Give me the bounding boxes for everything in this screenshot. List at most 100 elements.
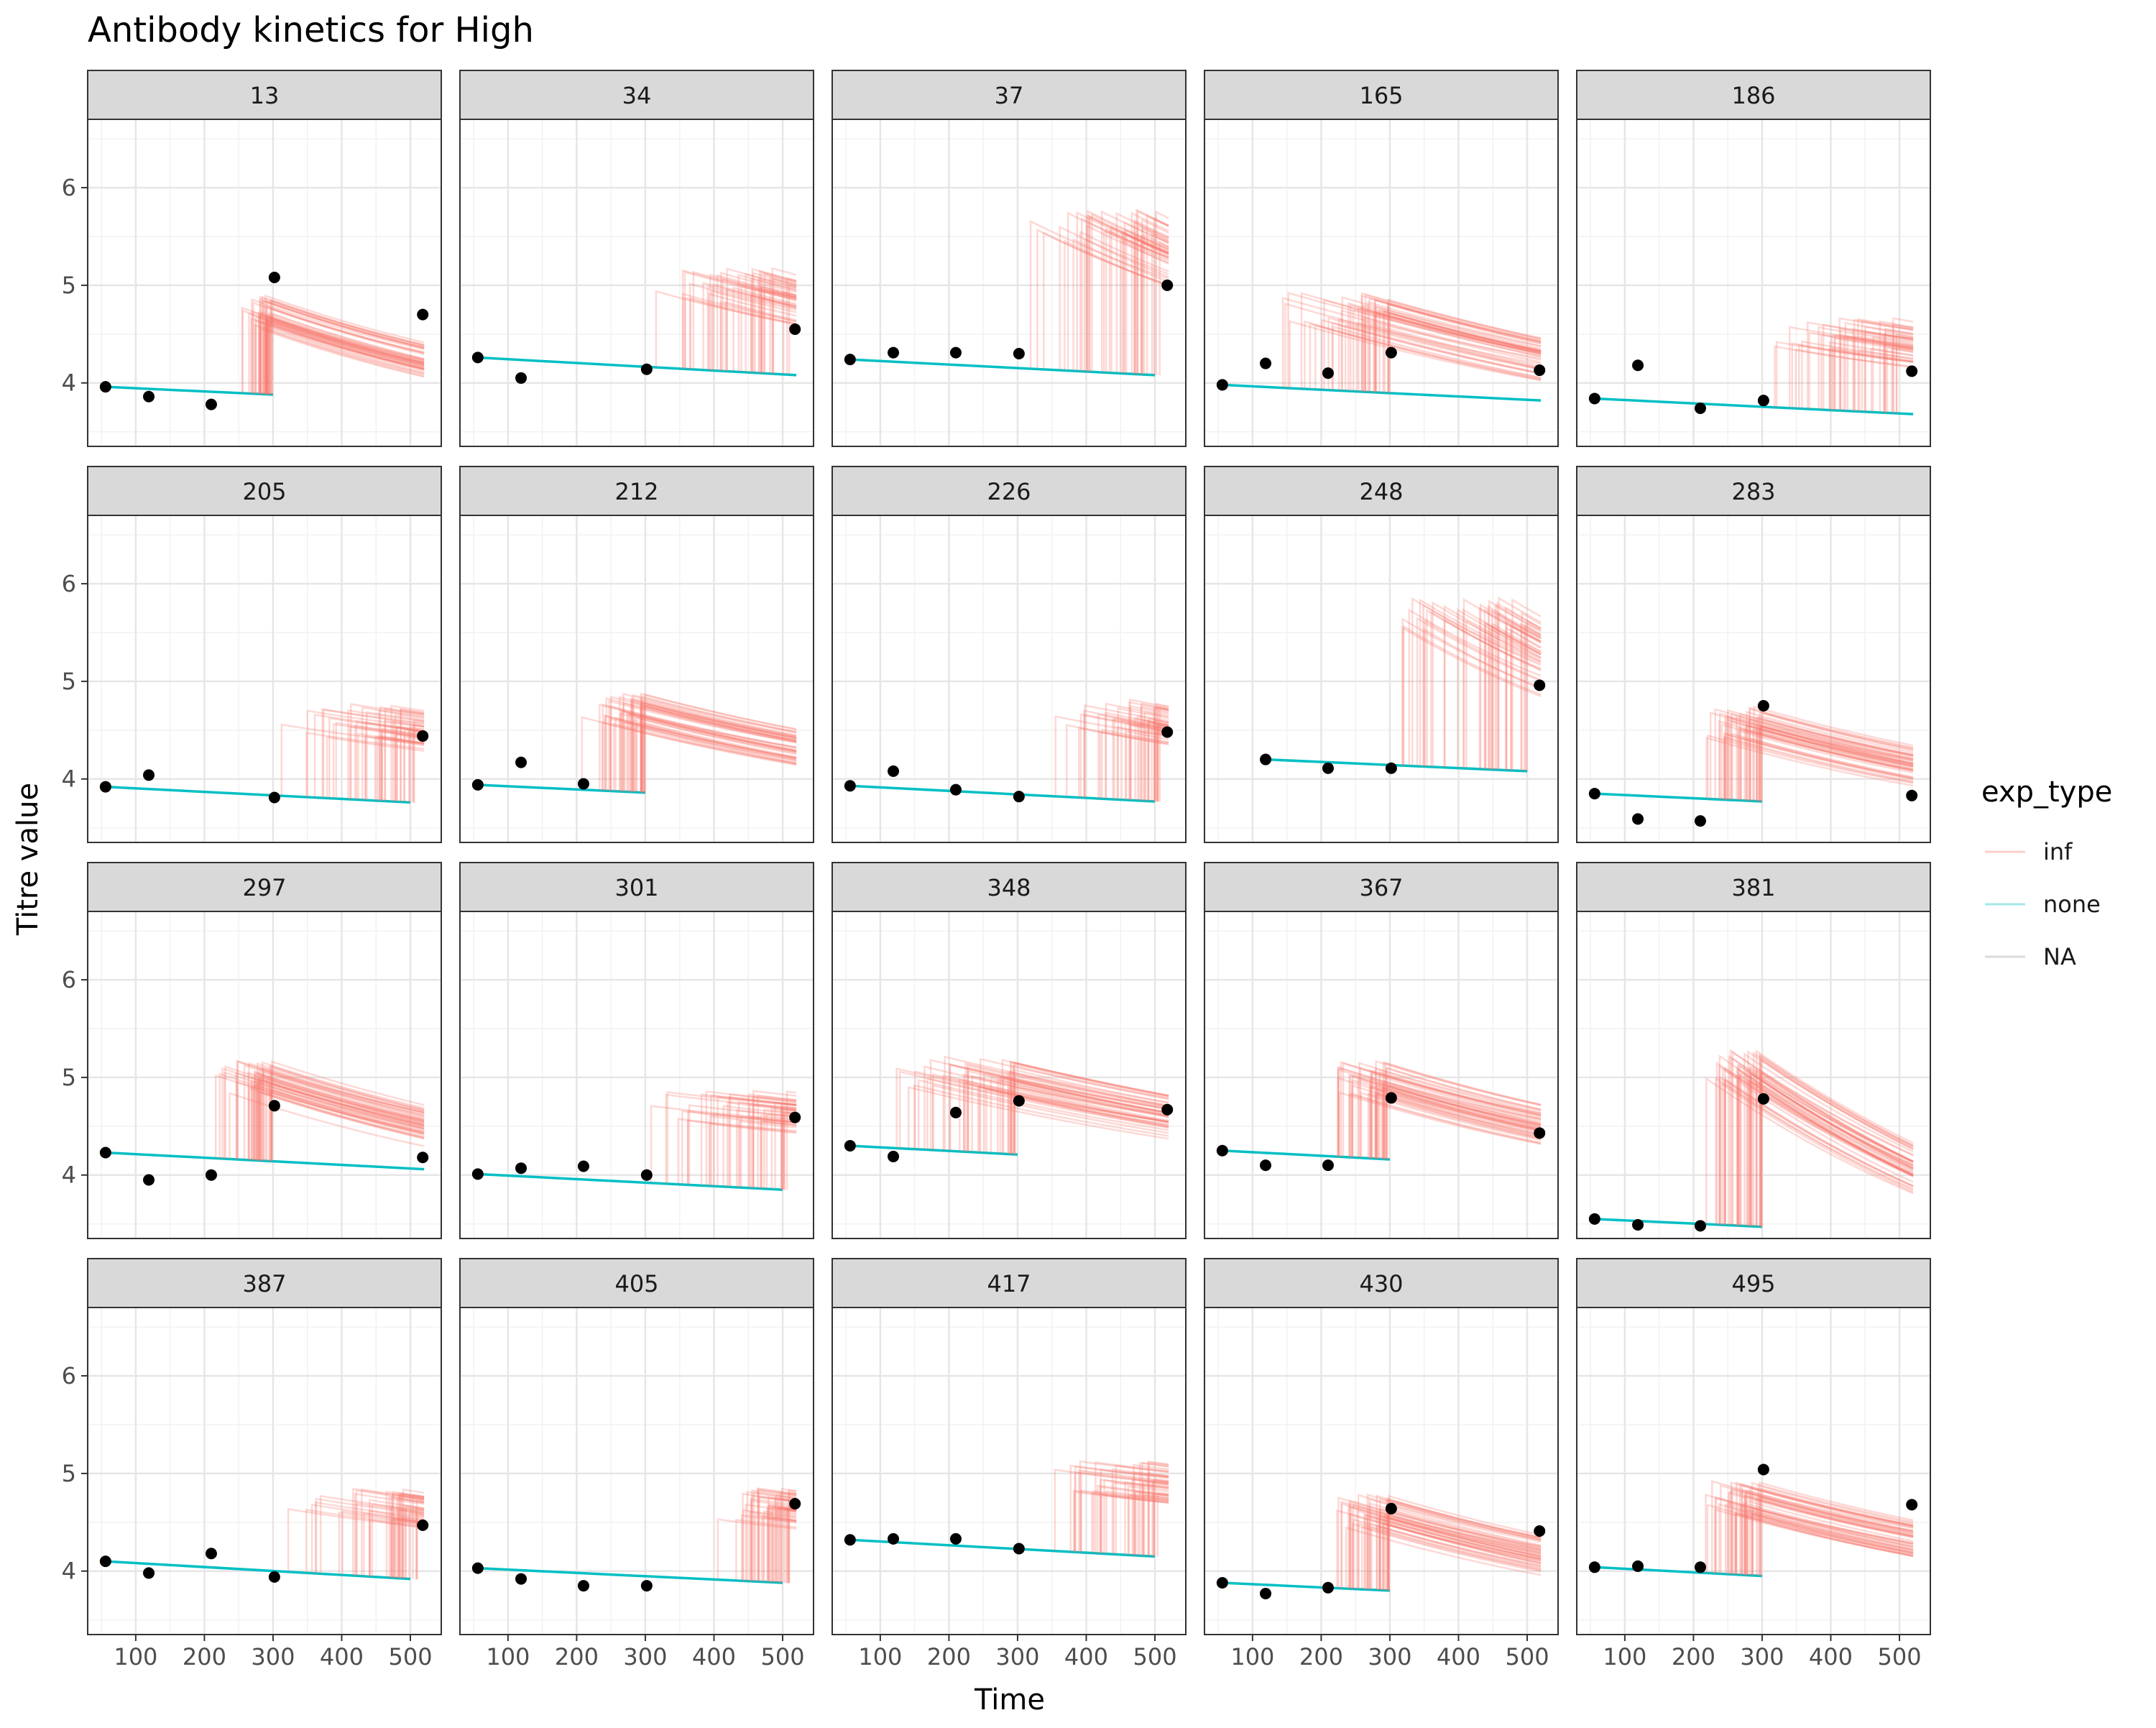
inf-trajectory [1759, 1053, 1914, 1227]
observed-point [789, 1111, 801, 1123]
inf-trajectory [1798, 344, 1914, 409]
inf-trajectory [629, 713, 797, 792]
x-tick-label: 200 [1299, 1643, 1343, 1670]
inf-trajectory [1368, 323, 1542, 392]
inf-trajectory [1853, 334, 1914, 412]
inf-trajectory [1755, 716, 1914, 801]
inf-trajectory [1376, 1494, 1542, 1590]
inf-trajectory [1153, 706, 1169, 801]
panel-strip-label: 348 [987, 874, 1031, 901]
y-tick-label: 5 [62, 272, 76, 299]
inf-trajectory [1348, 1505, 1542, 1589]
inf-trajectory [908, 1086, 1169, 1149]
x-tick-label: 400 [1064, 1643, 1108, 1670]
inf-trajectory [760, 1515, 797, 1582]
inf-trajectory [1806, 321, 1914, 409]
inf-trajectory [1059, 225, 1169, 371]
none-trajectory [1222, 1149, 1391, 1161]
inf-trajectory [1376, 1085, 1542, 1159]
inf-trajectory [737, 273, 797, 372]
inf-trajectory [1741, 1489, 1914, 1575]
inf-trajectory [655, 290, 797, 368]
observed-point [844, 354, 856, 366]
inf-trajectory [750, 293, 797, 373]
inf-trajectory [1141, 702, 1169, 801]
inf-trajectory [632, 719, 797, 792]
inf-trajectory [1749, 1065, 1914, 1226]
inf-trajectory [1718, 720, 1914, 800]
inf-trajectory [1351, 1522, 1542, 1589]
inf-trajectory [650, 1105, 797, 1183]
inf-trajectory [374, 736, 425, 801]
inf-trajectory [1718, 1503, 1914, 1574]
inf-trajectory [772, 277, 797, 374]
inf-trajectory [1743, 1494, 1914, 1576]
inf-trajectory [1007, 1071, 1169, 1154]
inf-trajectory [361, 706, 425, 800]
panel-background [1204, 1308, 1558, 1635]
observed-point [844, 780, 856, 792]
none-trajectory [477, 1566, 783, 1584]
inf-trajectory [1143, 711, 1169, 801]
inf-trajectory [1331, 321, 1542, 390]
observed-point [640, 363, 653, 375]
observed-point [1906, 1499, 1918, 1511]
series-none [849, 1144, 1018, 1156]
observed-point [99, 1555, 111, 1568]
x-tick-label: 300 [623, 1643, 667, 1670]
observed-point [1757, 1093, 1769, 1105]
inf-trajectory [783, 1507, 797, 1584]
inf-trajectory [642, 704, 797, 793]
inf-trajectory [1138, 722, 1169, 801]
inf-trajectory [1349, 1499, 1542, 1589]
inf-trajectory [1364, 308, 1542, 392]
panel-strip-label: 495 [1731, 1270, 1775, 1297]
inf-trajectory [1373, 311, 1542, 392]
inf-trajectory [1350, 1505, 1542, 1589]
panel-strip [1576, 466, 1931, 516]
inf-trajectory [1080, 217, 1169, 372]
inf-trajectory [716, 274, 797, 371]
inf-trajectory [1007, 1086, 1169, 1154]
observed-point [1632, 813, 1644, 825]
inf-trajectory [1374, 298, 1542, 392]
inf-trajectory [640, 705, 797, 793]
inf-trajectory [268, 318, 425, 395]
inf-trajectory [214, 1074, 425, 1159]
inf-trajectory [1384, 1062, 1542, 1159]
inf-trajectory [1760, 1487, 1914, 1576]
inf-trajectory [1714, 708, 1914, 799]
x-tick-label: 100 [1603, 1643, 1646, 1670]
series-inf [1337, 1060, 1542, 1159]
inf-trajectory [1100, 210, 1169, 373]
inf-trajectory [1733, 1512, 1914, 1575]
inf-trajectory [1761, 711, 1914, 801]
inf-trajectory [393, 1510, 425, 1578]
inf-trajectory [364, 735, 425, 801]
inf-trajectory [1370, 1070, 1542, 1159]
inf-trajectory [763, 289, 797, 374]
inf-trajectory [722, 1105, 797, 1187]
inf-trajectory [1755, 1068, 1914, 1227]
panel-background [460, 119, 814, 446]
inf-trajectory [1387, 298, 1542, 393]
inf-trajectory [1353, 1518, 1542, 1589]
inf-trajectory [1128, 701, 1169, 801]
inf-trajectory [413, 719, 425, 803]
inf-trajectory [366, 711, 425, 801]
panel-background [1577, 1308, 1930, 1635]
inf-trajectory [959, 1077, 1169, 1152]
inf-trajectory [1079, 713, 1169, 798]
inf-trajectory [254, 323, 425, 394]
inf-trajectory [356, 1502, 425, 1576]
observed-point [143, 1174, 155, 1186]
inf-trajectory [1872, 336, 1914, 413]
inf-trajectory [376, 735, 425, 801]
inf-trajectory [1743, 729, 1914, 801]
inf-trajectory [747, 1093, 797, 1188]
inf-trajectory [1156, 1492, 1169, 1557]
inf-trajectory [1360, 1091, 1542, 1158]
inf-trajectory [362, 1512, 425, 1576]
inf-trajectory [1155, 210, 1169, 375]
inf-trajectory [1084, 704, 1169, 798]
